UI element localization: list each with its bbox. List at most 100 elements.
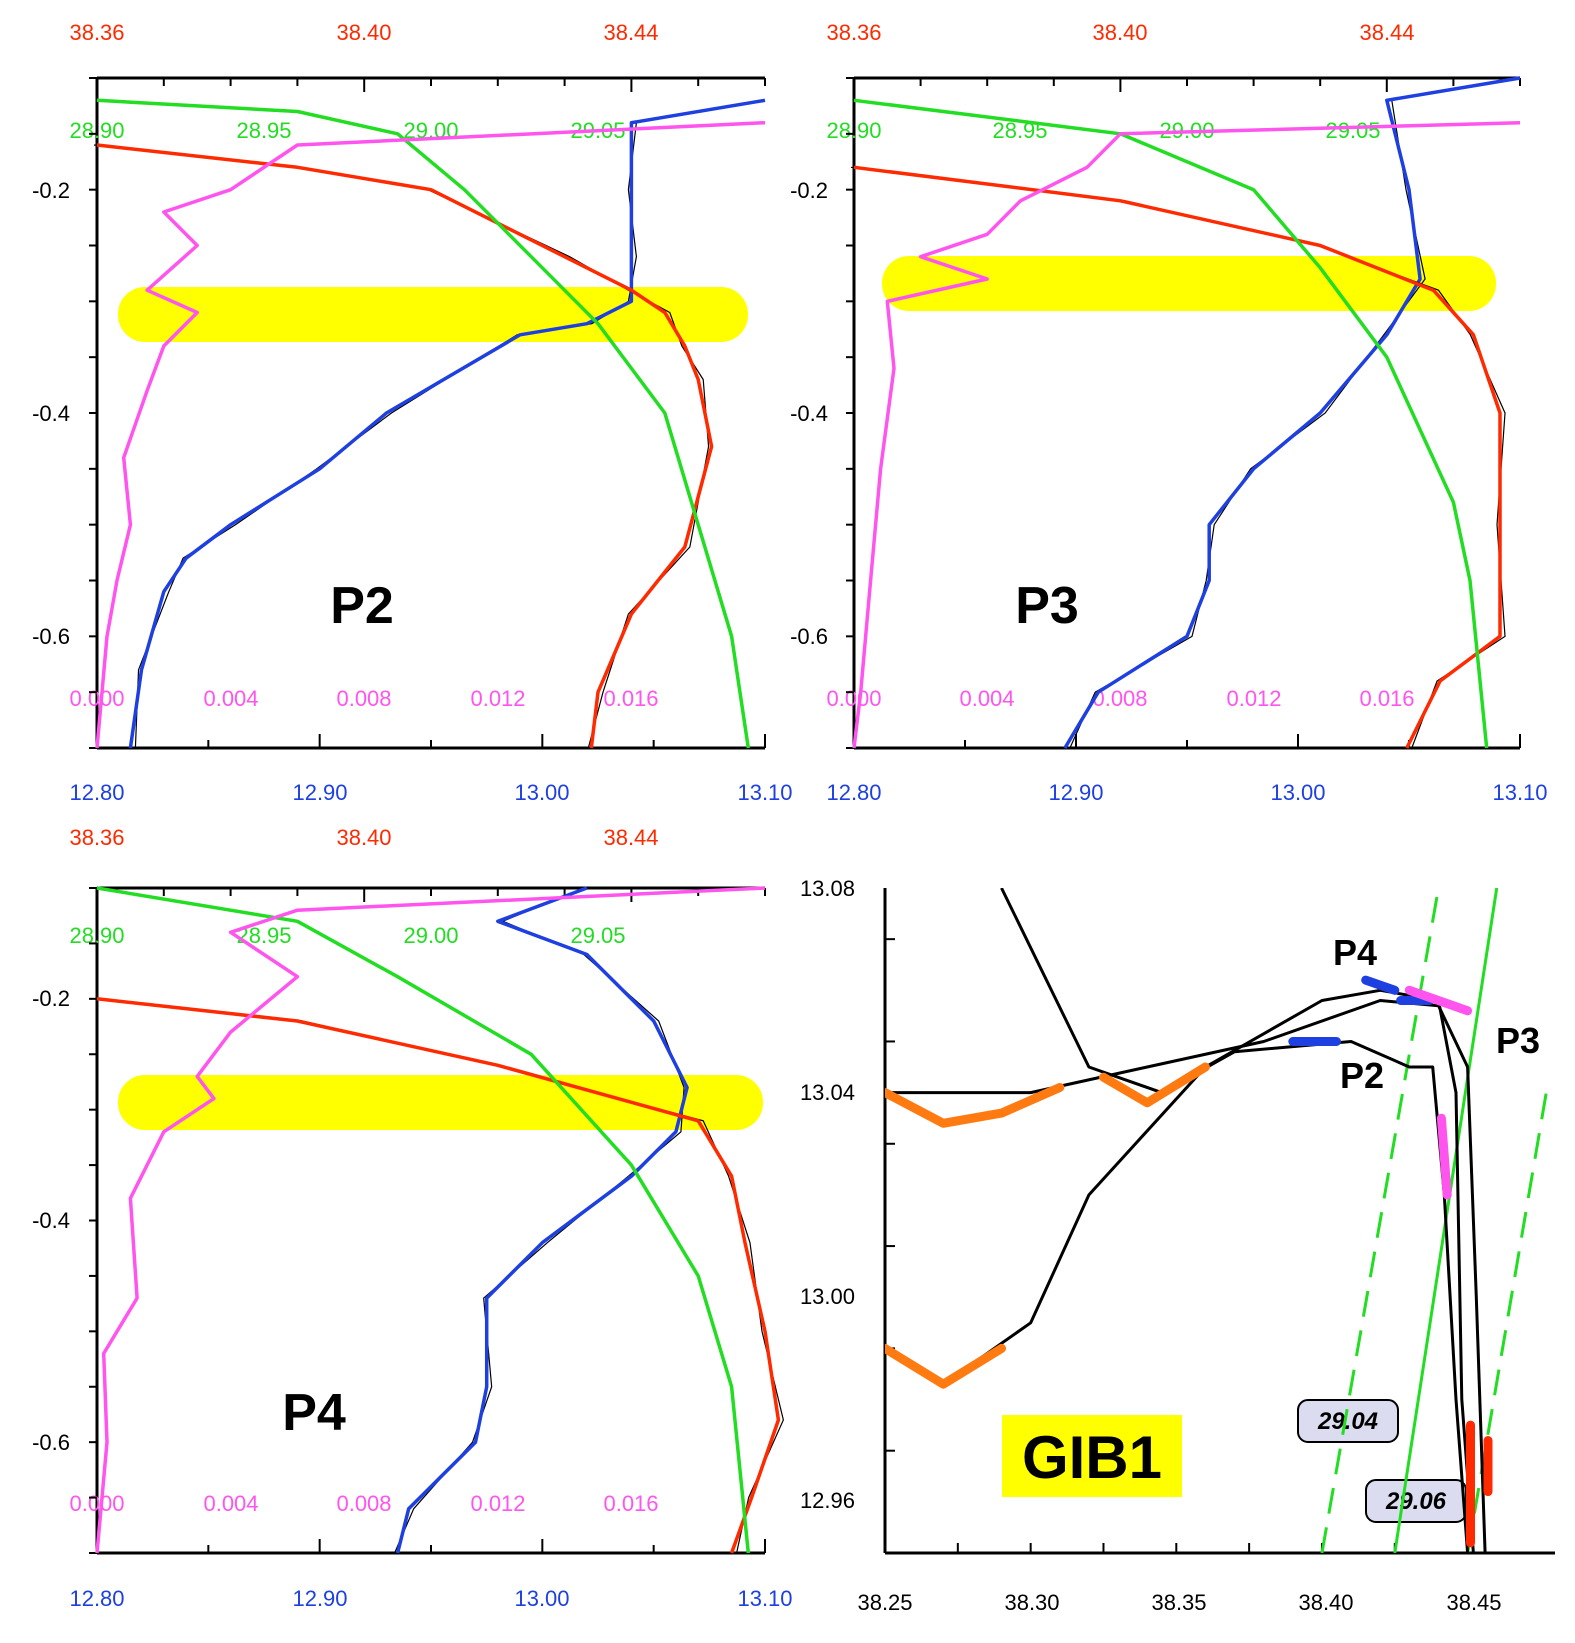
gib1-y-tick-3: 12.96 (800, 1488, 855, 1513)
salinity-tick-p2-1: 38.40 (336, 20, 391, 45)
y-tick-p2-1: -0.4 (32, 401, 70, 426)
turbulence-tick-p4-2: 0.008 (336, 1491, 391, 1516)
salinity-tick-p3-1: 38.40 (1092, 20, 1147, 45)
turbulence-tick-p4-3: 0.012 (470, 1491, 525, 1516)
profiles-layer (89, 76, 1521, 1554)
station-label-p2: P2 (1340, 1055, 1384, 1096)
highlight-band-p4 (118, 1075, 763, 1130)
gib1-curves-layer (885, 888, 1548, 1553)
salinity-tick-p4-2: 38.44 (603, 825, 658, 850)
panel-gib1: 38.25 38.30 38.35 38.40 38.45 13.08 13.0… (800, 876, 1555, 1615)
density-tick-p2-1: 28.95 (236, 118, 291, 143)
gib1-y-tick-0: 13.08 (800, 876, 855, 901)
ts-highlight-segment (885, 1083, 1065, 1128)
density-tick-p4-3: 29.05 (570, 923, 625, 948)
y-tick-p2-0: -0.2 (32, 178, 70, 203)
temperature-tick-p3-1: 12.90 (1048, 780, 1103, 805)
ts-curve-p2 (1000, 888, 1470, 1553)
gib1-x-tick-0: 38.25 (857, 1590, 912, 1615)
temperature-tick-p2-1: 12.90 (292, 780, 347, 805)
turbulence-tick-p2-3: 0.012 (470, 686, 525, 711)
gib1-x-tick-3: 38.40 (1298, 1590, 1353, 1615)
density-tick-p3-3: 29.05 (1325, 118, 1380, 143)
gib1-x-tick-1: 38.30 (1004, 1590, 1059, 1615)
ts-highlight-segment (885, 1343, 1006, 1389)
density-profile-p3 (853, 98, 1489, 749)
isopycnal-label-1: 29.06 (1385, 1488, 1447, 1515)
ts-highlight-segment (1404, 985, 1473, 1016)
y-tick-p4-0: -0.2 (32, 986, 70, 1011)
salinity-tick-p4-0: 38.36 (69, 825, 124, 850)
turbulence-tick-p3-1: 0.004 (959, 686, 1014, 711)
turbulence-profile-p2 (95, 120, 766, 749)
temperature-tick-p4-0: 12.80 (69, 1586, 124, 1611)
turbulence-tick-p4-4: 0.016 (603, 1491, 658, 1516)
turbulence-tick-p2-4: 0.016 (603, 686, 658, 711)
turbulence-tick-p3-0: 0.000 (826, 686, 881, 711)
y-tick-p2-2: -0.6 (32, 624, 70, 649)
gib1-label-background (1002, 1415, 1182, 1497)
ts-highlight-segment (1361, 975, 1400, 995)
ts-curve-p4 (885, 988, 1475, 1553)
temperature-tick-p3-0: 12.80 (826, 780, 881, 805)
turbulence-profile-p3 (852, 120, 1521, 749)
density-profile-p2 (96, 98, 751, 749)
temperature-tick-p4-3: 13.10 (737, 1586, 792, 1611)
raw-temperature-trace-p3 (1069, 77, 1518, 749)
panel-p4: 38.36 38.40 38.44 28.90 28.95 29.00 29.0… (32, 825, 792, 1611)
temperature-tick-p4-2: 13.00 (514, 1586, 569, 1611)
ts-highlight-segment (1099, 1062, 1210, 1108)
turbulence-tick-p3-3: 0.012 (1226, 686, 1281, 711)
temperature-tick-p2-2: 13.00 (514, 780, 569, 805)
temperature-tick-p3-2: 13.00 (1270, 780, 1325, 805)
raw-salinity-trace-p3 (850, 166, 1506, 749)
density-profile-p4 (96, 886, 751, 1554)
density-tick-p4-2: 29.00 (403, 923, 458, 948)
salinity-tick-p3-0: 38.36 (826, 20, 881, 45)
salinity-tick-p3-2: 38.44 (1359, 20, 1414, 45)
gib1-y-tick-2: 13.00 (800, 1284, 855, 1309)
turbulence-tick-p4-1: 0.004 (203, 1491, 258, 1516)
density-tick-p2-0: 28.90 (69, 118, 124, 143)
turbulence-tick-p2-0: 0.000 (69, 686, 124, 711)
turbulence-tick-p2-1: 0.004 (203, 686, 258, 711)
y-tick-p3-1: -0.4 (790, 401, 828, 426)
gib1-y-tick-1: 13.04 (800, 1080, 855, 1105)
y-tick-p4-2: -0.6 (32, 1430, 70, 1455)
ts-curve-p3 (885, 999, 1487, 1553)
ts-highlight-segment (1436, 1113, 1452, 1200)
gib1-x-tick-2: 38.35 (1151, 1590, 1206, 1615)
salinity-profile-p2 (96, 143, 714, 749)
turbulence-tick-p4-0: 0.000 (69, 1491, 124, 1516)
temperature-profile-p3 (1063, 76, 1521, 749)
salinity-profile-p4 (96, 997, 781, 1554)
y-tick-p3-2: -0.6 (790, 624, 828, 649)
station-label-p4: P4 (1333, 932, 1377, 973)
turbulence-profile-p4 (95, 886, 766, 1554)
density-tick-p3-0: 28.90 (826, 118, 881, 143)
y-tick-p3-0: -0.2 (790, 178, 828, 203)
panel-p2: 38.36 38.40 38.44 28.90 28.95 29.00 29.0… (32, 20, 792, 805)
salinity-profile-p3 (853, 165, 1502, 749)
gib1-x-tick-4: 38.45 (1446, 1590, 1501, 1615)
panel-label-p3: P3 (1015, 577, 1079, 635)
temperature-tick-p4-1: 12.90 (292, 1586, 347, 1611)
station-label-p3: P3 (1496, 1020, 1540, 1061)
temperature-tick-p2-3: 13.10 (737, 780, 792, 805)
panel-label-gib1: GIB1 (1022, 1424, 1162, 1491)
temperature-profile-p4 (395, 886, 689, 1554)
y-tick-p4-1: -0.4 (32, 1208, 70, 1233)
isopycnal-line-2 (1466, 1092, 1548, 1553)
temperature-tick-p3-3: 13.10 (1492, 780, 1547, 805)
isopycnal-label-box-0 (1297, 1399, 1399, 1443)
temperature-tick-p2-0: 12.80 (69, 780, 124, 805)
turbulence-tick-p3-4: 0.016 (1359, 686, 1414, 711)
raw-temperature-trace-p4 (394, 887, 685, 1554)
panel-label-p2: P2 (330, 577, 394, 635)
salinity-tick-p4-1: 38.40 (336, 825, 391, 850)
panel-label-p4: P4 (282, 1384, 346, 1442)
temperature-profile-p2 (128, 98, 766, 749)
salinity-tick-p2-0: 38.36 (69, 20, 124, 45)
salinity-tick-p2-2: 38.44 (603, 20, 658, 45)
